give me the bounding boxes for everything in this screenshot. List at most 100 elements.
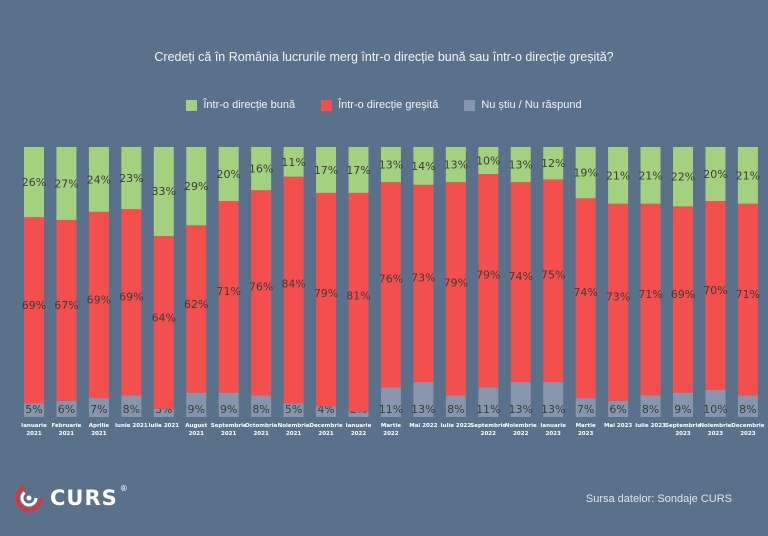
data-label-good: 13% [379, 159, 403, 172]
data-label-dontknow: 13% [541, 403, 565, 416]
bar-segment-dontknow [575, 398, 596, 417]
data-label-wrong: 71% [638, 288, 662, 301]
bar-segment-dontknow [316, 406, 337, 417]
bar-segment-dontknow [24, 403, 44, 417]
data-label-good: 23% [119, 172, 143, 185]
category-label: Septembrie 2023 [665, 423, 701, 437]
legend-label-wrong: Într-o direcție greșită [338, 99, 439, 111]
category-label: Decembrie 2023 [731, 423, 765, 437]
bar-segment-dontknow [673, 392, 693, 417]
legend-label-good: Într-o direcție bună [203, 99, 296, 111]
data-label-good: 22% [671, 171, 695, 184]
category-label: Aprilie 2021 [89, 423, 110, 437]
data-source: Sursa datelor: Sondaje CURS [585, 493, 732, 505]
data-label-dontknow: 9% [188, 403, 205, 416]
data-label-good: 17% [346, 164, 370, 177]
bar-segment-good [575, 147, 596, 199]
category-label: Mai 2023 [604, 423, 632, 429]
logo-text: CURS [50, 486, 118, 510]
data-label-dontknow: 8% [642, 403, 659, 416]
data-label-dontknow: 13% [509, 403, 533, 416]
data-label-dontknow: 9% [220, 403, 237, 416]
category-label: Mai 2022 [409, 423, 437, 429]
data-label-wrong: 76% [379, 273, 403, 286]
category-label: Februarie 2021 [52, 423, 82, 437]
category-label: Martie 2023 [576, 423, 596, 437]
bar-segment-wrong [640, 203, 661, 396]
curs-logo: CURS ® [14, 483, 132, 513]
data-label-good: 10% [476, 155, 500, 168]
data-label-dontknow: 7% [90, 403, 107, 416]
data-label-good: 29% [184, 180, 208, 193]
bar-segment-wrong [348, 192, 369, 412]
category-label: August 2021 [185, 423, 207, 437]
data-label-wrong: 74% [573, 286, 597, 299]
legend-item-wrong: Într-o direcție greșită [321, 99, 438, 111]
logo-registered-mark: ® [119, 483, 128, 493]
data-label-wrong: 67% [54, 299, 78, 312]
bar-segment-good [510, 147, 531, 183]
bar-segment-wrong [673, 206, 693, 393]
data-label-wrong: 74% [509, 270, 533, 283]
bar-segment-dontknow [56, 400, 77, 417]
data-label-good: 21% [736, 169, 760, 182]
bar-segment-dontknow [705, 390, 726, 417]
category-label: Iulie 2022 [441, 423, 472, 429]
category-label: Octombrie 2021 [245, 423, 278, 437]
bar-segment-good [348, 147, 369, 193]
bar-segment-good [153, 147, 174, 237]
bar-segment-dontknow [88, 398, 109, 417]
bar-segment-good [478, 147, 499, 174]
category-label: Ianuarie 2023 [540, 423, 566, 437]
data-label-dontknow: 7% [577, 403, 594, 416]
data-label-good: 16% [249, 163, 273, 176]
data-label-wrong: 62% [184, 298, 208, 311]
data-label-dontknow: 11% [379, 403, 403, 416]
bar-segment-wrong [413, 184, 434, 382]
data-label-wrong: 76% [249, 281, 273, 294]
data-label-good: 21% [638, 169, 662, 182]
bar-segment-good [445, 147, 466, 183]
curs-swirl-icon [15, 484, 43, 512]
data-label-good: 12% [541, 157, 565, 170]
bar-segment-dontknow [380, 387, 401, 417]
bar-segment-wrong [478, 174, 499, 388]
bar-segment-dontknow [121, 395, 142, 417]
data-label-dontknow: 4% [317, 403, 334, 416]
bar-segment-good [56, 147, 77, 220]
data-label-wrong: 84% [281, 277, 305, 290]
data-label-dontknow: 8% [252, 403, 269, 416]
data-label-good: 21% [606, 169, 630, 182]
data-label-wrong: 79% [314, 287, 338, 300]
data-label-wrong: 69% [87, 293, 111, 306]
data-label-dontknow: 5% [285, 403, 302, 416]
bar-segment-dontknow [218, 392, 239, 417]
legend-label-dontknow: Nu știu / Nu răspund [481, 99, 582, 111]
data-label-good: 14% [411, 160, 435, 173]
data-label-wrong: 73% [606, 290, 630, 303]
data-label-dontknow: 9% [674, 403, 691, 416]
category-label: Martie 2022 [381, 423, 401, 437]
bar-segment-dontknow [153, 408, 174, 417]
data-label-wrong: 75% [541, 269, 565, 282]
bar-segment-wrong [283, 176, 304, 404]
bar-segment-good [640, 147, 661, 204]
data-label-dontknow: 11% [476, 403, 500, 416]
data-label-wrong: 64% [152, 311, 176, 324]
data-label-good: 33% [152, 185, 176, 198]
data-label-dontknow: 10% [703, 403, 727, 416]
bar-segment-good [316, 147, 337, 193]
bar-segment-good [673, 147, 693, 207]
bar-segment-wrong [218, 201, 239, 393]
legend-item-dontknow: Nu știu / Nu răspund [464, 99, 582, 111]
bar-segment-good [705, 147, 726, 201]
data-label-wrong: 79% [444, 276, 468, 289]
bar-segment-dontknow [186, 392, 207, 417]
bar-segment-good [737, 147, 758, 204]
data-label-dontknow: 5% [25, 403, 42, 416]
bar-segment-good [218, 147, 239, 201]
bar-segment-good [283, 147, 304, 177]
data-label-wrong: 71% [216, 285, 240, 298]
bar-segment-dontknow [283, 403, 304, 417]
bar-segment-good [543, 147, 564, 180]
